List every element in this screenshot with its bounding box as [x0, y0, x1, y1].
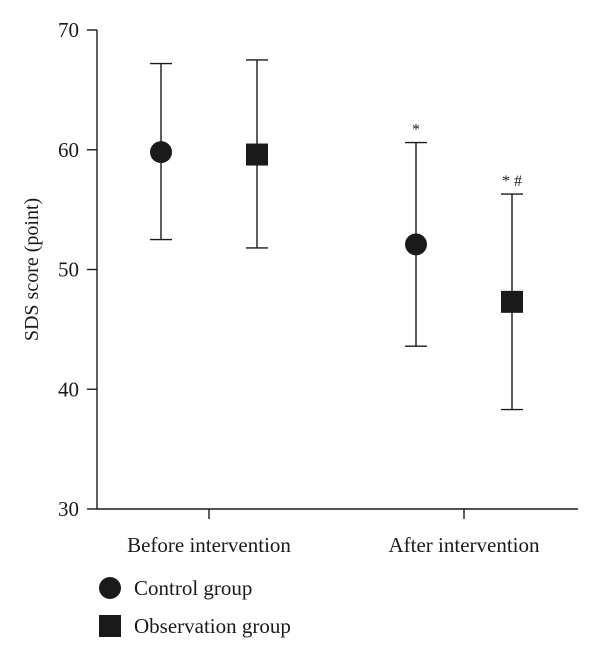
- data-point-circle: [405, 233, 427, 256]
- y-tick-label: 50: [58, 258, 79, 282]
- y-axis-ticks: 30 40 50 60 70: [58, 18, 97, 521]
- x-axis-ticks: Before intervention After intervention: [127, 509, 540, 557]
- x-category-label: Before intervention: [127, 533, 291, 557]
- y-tick-label: 60: [58, 138, 79, 162]
- data-point-square: [246, 143, 268, 166]
- significance-annotation: *: [412, 122, 420, 139]
- y-axis-label: SDS score (point): [21, 198, 43, 341]
- data-point-circle: [150, 141, 172, 164]
- legend-label: Control group: [134, 576, 252, 600]
- significance-annotation: * #: [502, 173, 522, 190]
- x-category-label: After intervention: [388, 533, 540, 557]
- legend-marker-square: [99, 615, 121, 637]
- axes: [96, 30, 578, 510]
- data-marks: * * #: [150, 59, 523, 411]
- y-tick-label: 70: [58, 18, 79, 42]
- legend: Control group Observation group: [99, 576, 291, 638]
- y-tick-label: 40: [58, 377, 79, 401]
- legend-marker-circle: [99, 577, 121, 599]
- legend-label: Observation group: [134, 614, 291, 638]
- y-tick-label: 30: [58, 497, 79, 521]
- data-point-square: [501, 290, 523, 313]
